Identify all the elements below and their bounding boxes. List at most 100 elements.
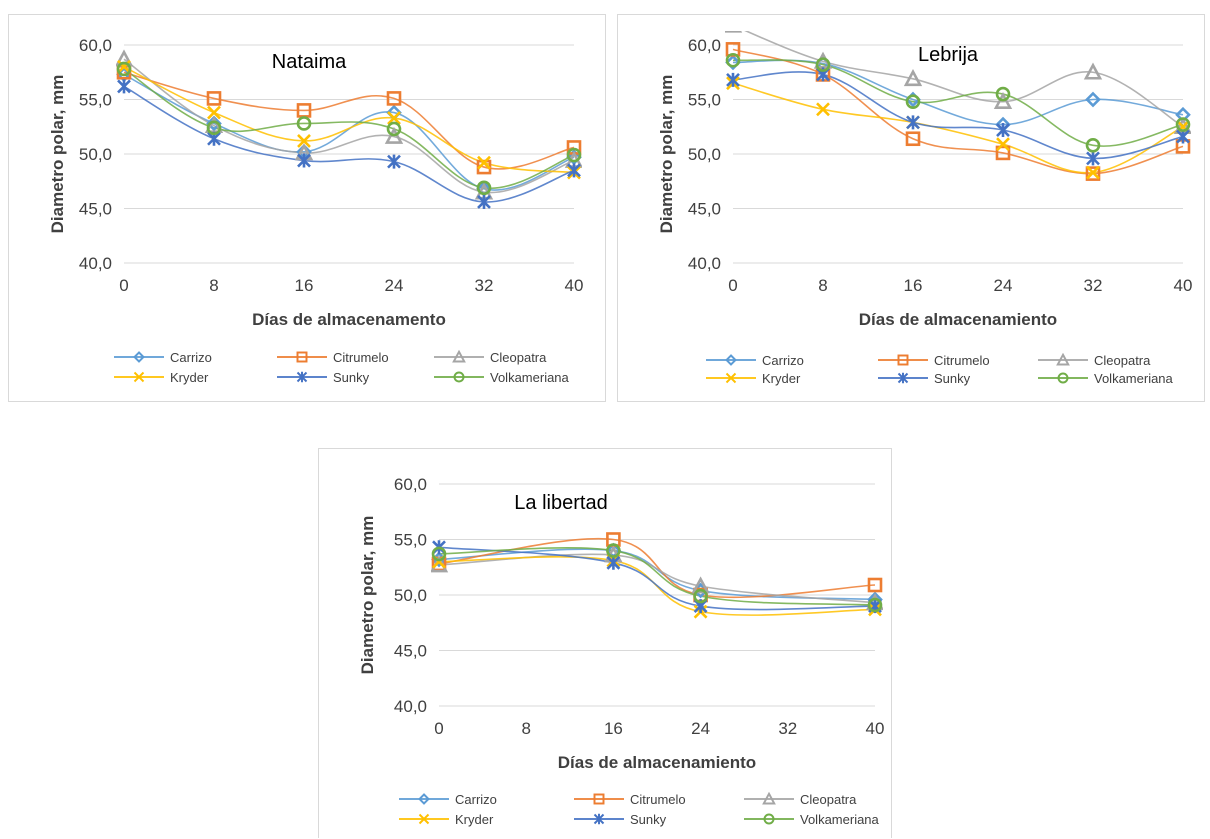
data-point-cleopatra: [691, 576, 710, 594]
y-tick-label: 40,0: [394, 697, 427, 716]
chart-svg: 40,0 45,0 50,0 55,0 60,0 0 8 16 24 32 40 Días de al…: [48, 36, 584, 385]
legend-marker-sunky: [593, 813, 605, 825]
legend-item-volkameriana: Volkameriana: [434, 370, 570, 385]
y-tick-label: 45,0: [688, 200, 721, 219]
data-point-volkameriana: [476, 180, 492, 196]
y-axis-title: Diametro polar, mm: [358, 516, 377, 675]
series-line-sunky: [438, 546, 876, 611]
data-point-citrumelo: [386, 91, 402, 106]
legend-item-carrizo: Carrizo: [114, 350, 212, 365]
legend-label: Sunky: [630, 812, 667, 827]
legend-item-carrizo: Carrizo: [706, 353, 804, 368]
y-tick-label: 50,0: [688, 145, 721, 164]
legend-item-cleopatra: Cleopatra: [434, 349, 547, 365]
legend-marker-citrumelo: [897, 354, 909, 366]
data-point-carrizo: [206, 115, 222, 132]
data-point-volkameriana: [606, 543, 621, 558]
legend-item-kryder: Kryder: [399, 812, 494, 827]
data-point-kryder: [477, 155, 491, 170]
legend-label: Kryder: [455, 812, 494, 827]
legend-marker-cleopatra: [1056, 352, 1070, 366]
legend-item-citrumelo: Citrumelo: [277, 350, 389, 365]
x-tick-label: 40: [565, 276, 584, 295]
data-point-cleopatra: [903, 69, 923, 87]
x-tick-label: 24: [385, 276, 404, 295]
chart-title: Nataima: [272, 51, 347, 73]
data-point-sunky: [1176, 129, 1190, 144]
x-tick-label: 16: [904, 276, 923, 295]
y-tick-label: 60,0: [688, 36, 721, 55]
data-point-sunky: [567, 163, 581, 178]
legend-label: Volkameriana: [800, 812, 880, 827]
legend-item-citrumelo: Citrumelo: [878, 353, 990, 368]
data-point-sunky: [297, 153, 311, 168]
data-point-citrumelo: [995, 145, 1011, 161]
data-point-sunky: [477, 194, 491, 209]
data-point-carrizo: [1085, 91, 1101, 108]
legend-marker-volkameriana: [453, 371, 465, 383]
data-point-kryder: [117, 59, 131, 74]
data-point-citrumelo: [1085, 166, 1101, 181]
y-tick-label: 40,0: [79, 254, 112, 273]
legend-label: Sunky: [333, 370, 370, 385]
x-tick-label: 40: [866, 719, 885, 738]
data-point-carrizo: [725, 54, 741, 71]
legend-label: Carrizo: [170, 350, 212, 365]
chart-panel-lebrija: 40,0 45,0 50,0 55,0 60,0 0 8 16 24 32 40 Días de al…: [617, 14, 1205, 402]
legend-marker-cleopatra: [762, 791, 776, 805]
legend-marker-kryder: [418, 813, 430, 825]
x-tick-label: 24: [994, 276, 1013, 295]
y-axis-title: Diametro polar, mm: [657, 75, 676, 234]
legend-label: Citrumelo: [630, 792, 686, 807]
x-tick-label: 0: [119, 276, 128, 295]
series-line-carrizo: [123, 73, 575, 191]
legend-item-volkameriana: Volkameriana: [744, 812, 880, 827]
data-point-citrumelo: [206, 91, 222, 106]
legend-item-cleopatra: Cleopatra: [744, 791, 857, 807]
legend-marker-sunky: [296, 371, 308, 383]
x-tick-label: 16: [295, 276, 314, 295]
x-tick-label: 16: [604, 719, 623, 738]
x-tick-label: 8: [521, 719, 530, 738]
legend-label: Cleopatra: [800, 792, 857, 807]
data-point-sunky: [117, 79, 131, 94]
series-line-volkameriana: [438, 547, 876, 606]
x-axis-title: Días de almacenamiento: [558, 753, 756, 772]
data-point-volkameriana: [386, 121, 402, 137]
legend-label: Cleopatra: [490, 350, 547, 365]
chart-panel-nataima: 40,0 45,0 50,0 55,0 60,0 0 8 16 24 32 40 Días de al…: [8, 14, 606, 402]
x-tick-label: 8: [818, 276, 827, 295]
legend-label: Kryder: [170, 370, 209, 385]
data-point-volkameriana: [867, 597, 883, 613]
x-tick-label: 40: [1174, 276, 1193, 295]
data-point-kryder: [1086, 165, 1100, 180]
legend-label: Citrumelo: [333, 350, 389, 365]
y-tick-label: 40,0: [688, 254, 721, 273]
legend-marker-volkameriana: [1057, 372, 1069, 384]
data-point-cleopatra: [993, 91, 1013, 109]
legend-label: Kryder: [762, 371, 801, 386]
data-point-volkameriana: [995, 86, 1011, 102]
data-point-sunky: [726, 72, 740, 87]
data-point-cleopatra: [725, 31, 743, 33]
legend-marker-sunky: [897, 372, 909, 384]
legend-marker-citrumelo: [593, 793, 605, 805]
legend-item-cleopatra: Cleopatra: [1038, 352, 1151, 368]
legend-item-sunky: Sunky: [878, 371, 971, 386]
legend-item-carrizo: Carrizo: [399, 792, 497, 807]
legend-marker-carrizo: [418, 793, 430, 805]
legend-marker-citrumelo: [296, 351, 308, 363]
data-point-sunky: [1086, 151, 1100, 166]
data-point-kryder: [816, 102, 830, 117]
data-point-sunky: [387, 154, 401, 169]
x-tick-label: 0: [728, 276, 737, 295]
legend-label: Volkameriana: [1094, 371, 1174, 386]
data-point-volkameriana: [693, 588, 708, 604]
y-tick-label: 55,0: [688, 91, 721, 110]
series-line-carrizo: [732, 59, 1184, 126]
legend-item-sunky: Sunky: [277, 370, 370, 385]
series-line-volkameriana: [123, 68, 575, 190]
legend-label: Carrizo: [762, 353, 804, 368]
data-point-citrumelo: [905, 131, 921, 147]
data-point-volkameriana: [566, 147, 582, 163]
